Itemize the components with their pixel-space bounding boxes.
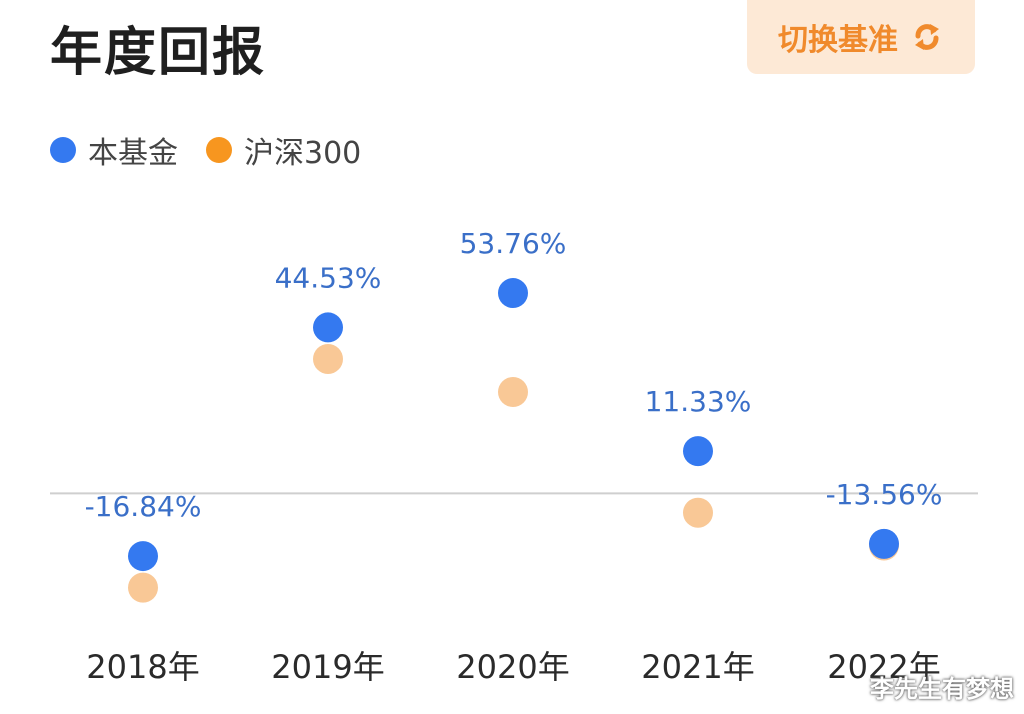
benchmark-point — [313, 343, 343, 374]
legend-dot-benchmark — [206, 137, 232, 163]
fund-value-label: 44.53% — [275, 261, 382, 294]
fund-value-label: 53.76% — [460, 227, 567, 260]
fund-point — [683, 436, 713, 467]
watermark: 李先生有梦想 — [870, 675, 1014, 703]
x-tick-label: 2018年 — [86, 648, 199, 686]
legend-item-fund[interactable]: 本基金 — [50, 128, 178, 172]
x-tick-label: 2022年 — [827, 648, 940, 686]
fund-point — [498, 278, 528, 309]
refresh-icon — [915, 24, 939, 50]
fund-point — [869, 528, 899, 559]
x-tick-label: 2019年 — [271, 648, 384, 686]
fund-value-label: -13.56% — [826, 478, 943, 511]
benchmark-point — [498, 376, 528, 407]
x-tick-label: 2021年 — [641, 648, 754, 686]
x-tick-label: 2020年 — [456, 648, 569, 686]
legend-item-benchmark[interactable]: 沪深300 — [206, 128, 361, 172]
legend-label-fund: 本基金 — [88, 136, 178, 171]
legend-dot-fund — [50, 137, 76, 163]
switch-benchmark-button[interactable]: 切换基准 — [747, 0, 975, 74]
legend-label-benchmark: 沪深300 — [244, 136, 362, 171]
switch-benchmark-label: 切换基准 — [778, 23, 898, 58]
benchmark-point — [128, 572, 158, 603]
fund-point — [128, 541, 158, 572]
fund-point — [313, 312, 343, 343]
fund-value-label: -16.84% — [85, 490, 202, 523]
fund-value-label: 11.33% — [645, 385, 752, 418]
chart-legend: 本基金 沪深300 — [50, 128, 389, 172]
page-title: 年度回报 — [50, 23, 267, 83]
benchmark-point — [683, 497, 713, 528]
